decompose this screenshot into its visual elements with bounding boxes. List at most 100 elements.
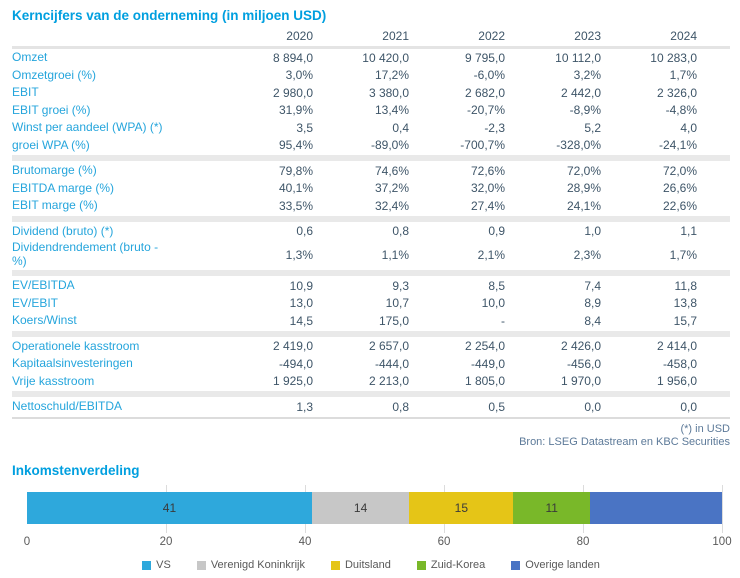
row-value: 0,9 — [488, 224, 505, 239]
row-value: 22,6% — [662, 198, 697, 213]
row-label: EBITDA marge (%) — [12, 180, 115, 195]
legend-swatch — [142, 560, 152, 570]
row-value: 1,3 — [296, 399, 313, 414]
table-row: EBIT groei (%) 31,9% 13,4% -20,7% -8,9% -4,8% — [12, 102, 730, 120]
legend-label: Duitsland — [344, 559, 391, 572]
row-value: 3 380,0 — [368, 85, 409, 100]
table-row: Winst per aandeel (WPA) (*) 3,5 0,4 -2,3 5,2… — [12, 119, 730, 137]
table-section: Omzet 8 894,0 10 420,0 9 795,0 10 112,0 10 28… — [12, 49, 730, 154]
table-row: Omzetgroei (%) 3,0% 17,2% -6,0% 3,2% 1,7% — [12, 67, 730, 85]
table-section: Operationele kasstroom 2 419,0 2 657,0 2 25… — [12, 338, 730, 391]
row-value: 4,0 — [680, 120, 697, 135]
legend-item: VS — [142, 559, 171, 571]
row-label: groei WPA (%) — [12, 137, 90, 152]
row-value: 10 112,0 — [555, 50, 601, 65]
row-value: 7,4 — [584, 278, 601, 293]
row-value: 8 894,0 — [272, 50, 313, 65]
legend-label: Overige landen — [525, 559, 600, 572]
row-value: 2 213,0 — [368, 374, 409, 389]
axis-tick-label: 100 — [712, 536, 732, 549]
row-value: 0,4 — [392, 120, 409, 135]
row-value: -89,0% — [370, 138, 409, 153]
row-value: 1,7% — [669, 68, 697, 83]
legend-swatch — [511, 560, 521, 570]
table-row: EV/EBITDA 10,9 9,3 8,5 7,4 11,8 — [12, 277, 730, 295]
table-section: Brutomarge (%) 79,8% 74,6% 72,6% 72,0% 72,0% E… — [12, 162, 730, 215]
table-section: Dividend (bruto) (*) 0,6 0,8 0,9 1,0 1,1 Divid… — [12, 223, 730, 270]
legend-item: Verenigd Koninkrijk — [196, 559, 305, 571]
row-value: 1 956,0 — [656, 374, 697, 389]
row-value: 40,1% — [278, 181, 313, 196]
table-section: Nettoschuld/EBITDA 1,3 0,8 0,5 0,0 0,0 — [12, 398, 730, 416]
row-value: 0,8 — [392, 224, 409, 239]
chart-plot-area: 41 14 15 11 — [27, 485, 723, 534]
row-value: -458,0 — [662, 356, 697, 371]
table-row: Operationele kasstroom 2 419,0 2 657,0 2 25… — [12, 338, 730, 356]
row-value: 0,5 — [488, 399, 505, 414]
legend-swatch — [416, 560, 426, 570]
section-separator — [12, 270, 730, 276]
row-value: 2 657,0 — [368, 339, 409, 354]
row-value: 8,5 — [488, 278, 505, 293]
row-value: -494,0 — [278, 356, 313, 371]
row-value: 0,0 — [584, 399, 601, 414]
row-label: Kapitaalsinvesteringen — [12, 356, 133, 371]
row-value: 0,6 — [296, 224, 313, 239]
row-label: EV/EBITDA — [12, 278, 75, 293]
row-value: 14,5 — [289, 313, 313, 328]
table-row: Dividendrendement (bruto - %) 1,3% 1,1% 2,1… — [12, 240, 730, 269]
row-value: 3,5 — [296, 120, 313, 135]
row-value: 9,3 — [392, 278, 409, 293]
row-value: 2 442,0 — [560, 85, 601, 100]
table-row: Koers/Winst 14,5 175,0 - 8,4 15,7 — [12, 312, 730, 330]
bar-segment: 14 — [311, 492, 410, 525]
section-separator — [12, 215, 730, 222]
row-value: 2,1% — [477, 247, 505, 262]
row-value: 11,8 — [674, 278, 697, 293]
row-value: 13,0 — [289, 296, 313, 311]
row-value: -449,0 — [470, 356, 505, 371]
row-value: 1 970,0 — [560, 374, 601, 389]
row-value: 10 283,0 — [650, 50, 697, 65]
section-separator — [12, 391, 730, 397]
row-value: 31,9% — [278, 103, 313, 118]
row-value: 1 805,0 — [464, 374, 505, 389]
row-label: EBIT groei (%) — [12, 102, 91, 117]
row-value: -24,1% — [658, 138, 697, 153]
row-value: -444,0 — [374, 356, 409, 371]
row-label: EBIT marge (%) — [12, 198, 98, 213]
legend-label: Zuid-Korea — [430, 559, 486, 572]
row-label: Vrije kasstroom — [12, 373, 95, 388]
row-label: Omzet — [12, 50, 48, 65]
table-row: Brutomarge (%) 79,8% 74,6% 72,6% 72,0% 72,0% — [12, 162, 730, 180]
legend-label: VS — [156, 559, 171, 572]
table-row: Nettoschuld/EBITDA 1,3 0,8 0,5 0,0 0,0 — [12, 398, 730, 416]
row-value: 8,9 — [584, 296, 601, 311]
row-value: 5,2 — [584, 120, 601, 135]
bar-segment — [589, 492, 722, 525]
table-row: Kapitaalsinvesteringen -494,0 -444,0 -449,0… — [12, 355, 730, 373]
row-value: 24,1% — [566, 198, 601, 213]
row-value: 32,0% — [470, 181, 505, 196]
row-value: 3,2% — [573, 68, 601, 83]
row-value: -328,0% — [556, 138, 601, 153]
legend-item: Duitsland — [330, 559, 391, 572]
year-header: 2024 — [670, 28, 697, 43]
row-value: 0,8 — [392, 399, 409, 414]
footnote: (*) in USD — [680, 422, 730, 435]
row-value: 13,4% — [374, 103, 409, 118]
row-value: 3,0% — [285, 68, 313, 83]
year-header: 2021 — [382, 28, 409, 43]
chart-x-axis: 0 20 40 60 80 100 — [24, 536, 732, 550]
table-header-row: 2020 2021 2022 2023 2024 — [12, 27, 730, 44]
legend-swatch — [330, 560, 340, 570]
row-value: 10,7 — [385, 296, 409, 311]
row-label: Brutomarge (%) — [12, 163, 97, 178]
table-row: EBITDA marge (%) 40,1% 37,2% 32,0% 28,9% 26,6… — [12, 180, 730, 198]
table-body: Omzet 8 894,0 10 420,0 9 795,0 10 112,0 10 28… — [12, 49, 730, 416]
row-value: 72,6% — [470, 163, 505, 178]
row-value: 2 980,0 — [272, 85, 313, 100]
source-note: Bron: LSEG Datastream en KBC Securities — [519, 436, 730, 449]
row-value: 95,4% — [278, 138, 313, 153]
